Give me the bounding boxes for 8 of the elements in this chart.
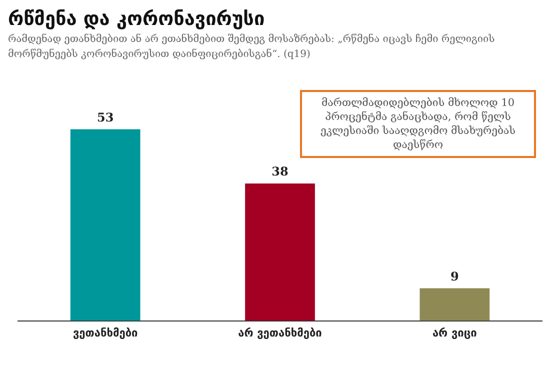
- x-tick-label: არ ვიცი: [432, 326, 477, 340]
- data-label: 53: [96, 110, 114, 124]
- x-tick-label: არ ვეთანხმები: [238, 326, 322, 340]
- chart-title: რწმენა და კორონავირუსი: [8, 8, 266, 30]
- x-tick-label: ვეთანხმები: [72, 326, 138, 340]
- chart-subtitle: რამდენად ეთანხმებით ან არ ეთანხმებით შემდეგ მოსაზრებას: „რწმენა იცავს ჩემი რელიგიის მორწმუნეებს კორონავირუსით დაინფიცირებისგან“. (q19): [8, 32, 496, 62]
- data-label: 9: [450, 269, 459, 284]
- data-label: 38: [272, 164, 288, 179]
